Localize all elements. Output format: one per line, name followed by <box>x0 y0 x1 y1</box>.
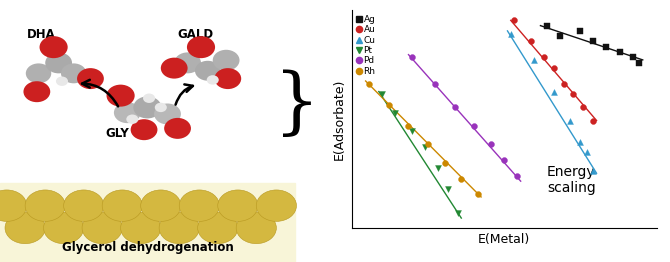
Circle shape <box>40 36 68 58</box>
Circle shape <box>103 190 143 221</box>
Text: DHA: DHA <box>27 28 56 41</box>
Circle shape <box>256 190 297 221</box>
Point <box>440 161 450 165</box>
Point <box>588 118 598 123</box>
Circle shape <box>161 58 188 79</box>
Circle shape <box>133 96 161 118</box>
Y-axis label: E(Adsorbate): E(Adsorbate) <box>333 79 346 160</box>
Circle shape <box>143 94 155 103</box>
Circle shape <box>180 190 220 221</box>
Point <box>542 24 553 28</box>
Circle shape <box>198 212 238 244</box>
Point <box>601 45 612 49</box>
Point <box>390 111 401 115</box>
Point <box>407 55 417 59</box>
Point <box>565 118 576 123</box>
Circle shape <box>141 190 181 221</box>
Circle shape <box>114 102 141 123</box>
Point <box>568 92 579 96</box>
Circle shape <box>218 190 258 221</box>
Circle shape <box>174 52 201 73</box>
Point <box>512 174 523 178</box>
Circle shape <box>56 77 68 86</box>
Point <box>575 29 586 33</box>
Text: }: } <box>273 69 320 140</box>
Circle shape <box>64 190 104 221</box>
Circle shape <box>131 119 157 140</box>
Point <box>443 187 454 191</box>
Point <box>429 81 440 86</box>
Point <box>578 105 589 110</box>
Text: Energy
scaling: Energy scaling <box>547 165 596 195</box>
Circle shape <box>213 50 240 71</box>
Point <box>555 34 565 38</box>
Circle shape <box>195 61 220 81</box>
Text: Glycerol dehydrogenation: Glycerol dehydrogenation <box>62 241 233 254</box>
Circle shape <box>164 118 191 139</box>
Point <box>548 89 559 94</box>
Point <box>582 150 592 154</box>
Circle shape <box>154 103 181 124</box>
Circle shape <box>45 52 72 73</box>
Circle shape <box>77 68 104 89</box>
Circle shape <box>206 75 218 85</box>
Point <box>364 81 375 86</box>
Point <box>486 142 496 146</box>
Point <box>509 18 519 23</box>
Text: GALD: GALD <box>178 28 214 41</box>
Circle shape <box>159 212 200 244</box>
Point <box>423 142 433 146</box>
Point <box>525 39 536 43</box>
Circle shape <box>5 212 45 244</box>
Circle shape <box>127 114 139 124</box>
Circle shape <box>236 212 276 244</box>
Point <box>628 55 639 59</box>
Circle shape <box>0 190 27 221</box>
Point <box>469 124 480 128</box>
Circle shape <box>23 81 50 102</box>
Bar <box>0 183 295 262</box>
Legend: Ag, Au, Cu, Pt, Pd, Rh: Ag, Au, Cu, Pt, Pd, Rh <box>354 13 377 78</box>
Circle shape <box>44 212 84 244</box>
Text: GLY: GLY <box>106 127 129 140</box>
Circle shape <box>61 63 86 83</box>
Circle shape <box>25 63 51 83</box>
X-axis label: E(Metal): E(Metal) <box>478 233 530 247</box>
Circle shape <box>155 103 167 112</box>
FancyArrowPatch shape <box>176 84 193 105</box>
Point <box>450 105 460 110</box>
Circle shape <box>107 85 135 107</box>
Point <box>575 140 586 144</box>
Point <box>614 50 625 54</box>
Point <box>498 158 509 162</box>
Point <box>634 61 645 65</box>
FancyArrowPatch shape <box>82 80 118 106</box>
Point <box>456 176 466 181</box>
Point <box>548 66 559 70</box>
Point <box>505 31 516 36</box>
Point <box>472 192 483 196</box>
Circle shape <box>25 190 66 221</box>
Circle shape <box>82 212 122 244</box>
Point <box>419 145 430 149</box>
Point <box>588 168 598 173</box>
Circle shape <box>214 68 241 89</box>
Point <box>588 39 598 43</box>
Point <box>377 92 387 96</box>
Point <box>433 166 444 170</box>
Point <box>383 103 394 107</box>
Point <box>529 58 539 62</box>
Point <box>407 129 417 133</box>
Point <box>403 124 414 128</box>
Point <box>539 55 549 59</box>
Point <box>558 81 569 86</box>
Circle shape <box>187 36 215 58</box>
Point <box>453 211 464 215</box>
Circle shape <box>121 212 161 244</box>
